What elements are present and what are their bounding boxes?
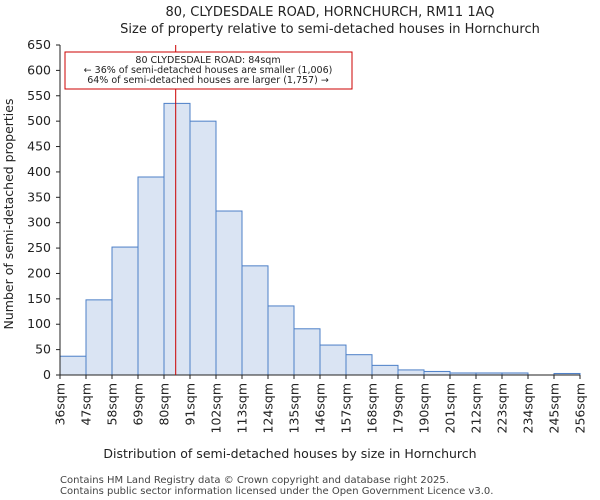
x-tick-label: 113sqm <box>235 383 250 433</box>
x-tick-label: 124sqm <box>261 383 276 433</box>
annotation-border <box>64 51 353 90</box>
x-tick-label: 146sqm <box>313 383 328 433</box>
y-tick-label: 300 <box>27 215 51 230</box>
x-tick-label: 168sqm <box>365 383 380 433</box>
bar-135sqm <box>293 328 321 376</box>
x-tick-label: 245sqm <box>547 383 562 433</box>
bar-179sqm <box>397 369 425 376</box>
y-tick-label: 550 <box>27 88 51 103</box>
y-tick-label: 100 <box>27 316 51 331</box>
y-tick-label: 250 <box>27 240 51 255</box>
y-tick-label: 500 <box>27 113 51 128</box>
bar-168sqm <box>371 364 399 376</box>
annotation-box: 80 CLYDESDALE ROAD: 84sqm ← 36% of semi-… <box>64 51 353 90</box>
x-tick-label: 69sqm <box>131 383 146 426</box>
x-tick-label: 91sqm <box>183 383 198 426</box>
bar-124sqm <box>267 305 295 376</box>
x-tick-label: 256sqm <box>573 383 588 433</box>
bar-36sqm <box>59 355 87 376</box>
bar-190sqm <box>423 370 451 376</box>
x-tick-label: 80sqm <box>157 383 172 426</box>
x-tick-label: 36sqm <box>53 383 68 426</box>
x-tick-label: 212sqm <box>469 383 484 433</box>
chart-title-line2: Size of property relative to semi-detach… <box>120 22 540 37</box>
y-tick-label: 650 <box>27 37 51 52</box>
bar-91sqm <box>189 120 217 376</box>
x-tick-label: 234sqm <box>521 383 536 433</box>
bars <box>59 102 581 376</box>
bar-102sqm <box>215 210 243 376</box>
y-tick-label: 150 <box>27 291 51 306</box>
chart-title-line1: 80, CLYDESDALE ROAD, HORNCHURCH, RM11 1A… <box>165 5 494 20</box>
bar-69sqm <box>137 176 165 376</box>
bar-157sqm <box>345 354 373 376</box>
y-tick-label: 600 <box>27 62 51 77</box>
x-tick-label: 190sqm <box>417 383 432 433</box>
x-tick-label: 223sqm <box>495 383 510 433</box>
y-tick-label: 400 <box>27 164 51 179</box>
footer-line1: Contains HM Land Registry data © Crown c… <box>60 475 449 486</box>
y-tick-label: 200 <box>27 265 51 280</box>
y-tick-label: 0 <box>43 367 51 382</box>
bar-113sqm <box>241 265 269 376</box>
y-axis: 0 50 100 150 200 250 300 350 400 450 500 550 600 650 <box>27 37 61 382</box>
bar-80sqm <box>163 102 191 376</box>
annotation-line1: 80 CLYDESDALE ROAD: 84sqm <box>135 55 280 66</box>
annotation-line3: 64% of semi-detached houses are larger (… <box>87 75 329 86</box>
bar-47sqm <box>85 299 113 376</box>
bar-146sqm <box>319 344 347 376</box>
x-tick-label: 179sqm <box>391 383 406 433</box>
x-tick-label: 58sqm <box>105 383 120 426</box>
x-tick-label: 47sqm <box>79 383 94 426</box>
annotation-line2: ← 36% of semi-detached houses are smalle… <box>84 65 333 76</box>
y-tick-label: 450 <box>27 139 51 154</box>
y-tick-label: 50 <box>35 342 51 357</box>
x-tick-label: 102sqm <box>209 383 224 433</box>
y-axis-label: Number of semi-detached properties <box>1 99 16 330</box>
x-tick-label: 135sqm <box>287 383 302 433</box>
x-tick-label: 201sqm <box>443 383 458 433</box>
x-tick-label: 157sqm <box>339 383 354 433</box>
footer-line2: Contains public sector information licen… <box>60 486 494 497</box>
x-axis-label: Distribution of semi-detached houses by … <box>103 446 476 461</box>
y-tick-label: 350 <box>27 189 51 204</box>
x-axis: 36sqm 47sqm 58sqm 69sqm 80sqm 91sqm 102sqm 113s… <box>53 374 588 433</box>
bar-58sqm <box>111 246 139 376</box>
